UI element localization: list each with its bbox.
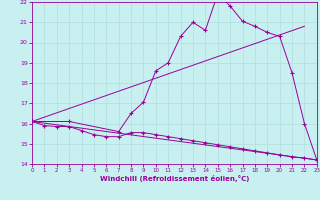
X-axis label: Windchill (Refroidissement éolien,°C): Windchill (Refroidissement éolien,°C)	[100, 175, 249, 182]
